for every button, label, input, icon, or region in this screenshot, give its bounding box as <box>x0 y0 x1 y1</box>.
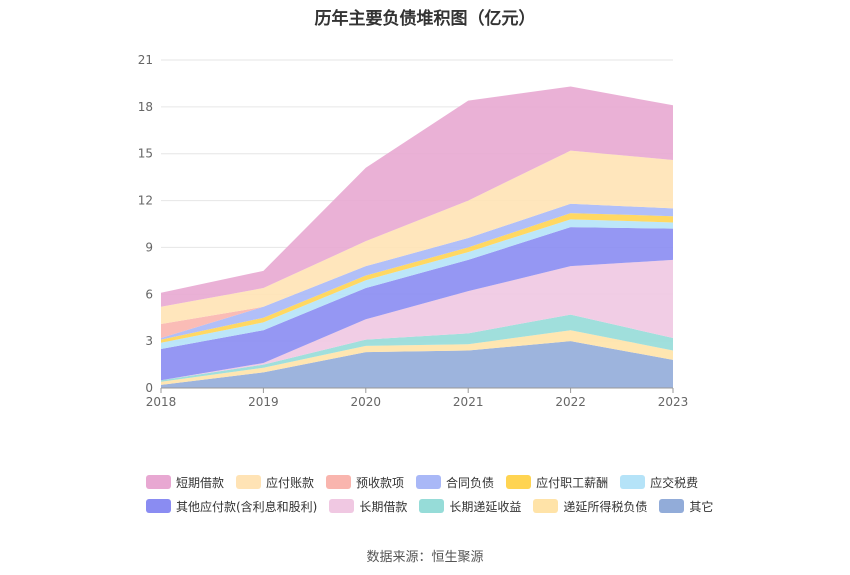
y-tick-label: 0 <box>145 381 153 395</box>
chart-legend: 短期借款 应付账款 预收款项 合同负债 应付职工薪酬 应交税费其他应付款(含利息和股利) 长… <box>146 470 746 518</box>
legend-item[interactable]: 预收款项 <box>326 474 404 491</box>
legend-item[interactable]: 其他应付款(含利息和股利) <box>146 498 317 515</box>
legend-swatch <box>146 475 171 489</box>
area-series-合同负债[interactable] <box>161 203 673 340</box>
legend-label: 短期借款 <box>176 475 225 490</box>
x-tick-label: 2023 <box>658 395 689 409</box>
legend-swatch <box>236 475 262 489</box>
legend-swatch <box>533 499 559 513</box>
legend-swatch <box>419 499 445 513</box>
legend-swatch <box>659 499 685 513</box>
legend-swatch <box>329 499 355 513</box>
legend-label: 应付账款 <box>266 475 315 490</box>
area-series-其它[interactable] <box>161 341 673 388</box>
legend-swatch <box>506 475 532 489</box>
y-tick-label: 21 <box>138 53 153 67</box>
y-tick-label: 15 <box>138 147 153 161</box>
legend-item[interactable]: 应付账款 <box>236 474 314 491</box>
legend-label: 预收款项 <box>356 475 405 490</box>
legend-swatch <box>620 475 646 489</box>
legend-swatch <box>146 499 171 513</box>
x-tick-label: 2021 <box>453 395 484 409</box>
legend-item[interactable]: 长期递延收益 <box>419 498 521 515</box>
legend-label: 递延所得税负债 <box>563 499 648 514</box>
area-series-其他应付款(含利息和股利)[interactable] <box>161 227 673 381</box>
area-series-应付职工薪酬[interactable] <box>161 213 673 343</box>
x-tick-label: 2022 <box>555 395 586 409</box>
stacked-area-chart: 0 3 6 9 12 15 18 21 2018 2019 2020 2021 2022 2023 <box>138 53 689 409</box>
area-series-应交税费[interactable] <box>161 219 673 349</box>
legend-label: 应交税费 <box>650 475 699 490</box>
legend-row: 短期借款 应付账款 预收款项 合同负债 应付职工薪酬 应交税费 <box>146 470 746 494</box>
y-tick-label: 9 <box>145 240 153 254</box>
chart-title: 历年主要负债堆积图（亿元） <box>314 9 536 29</box>
x-tick-label: 2018 <box>146 395 177 409</box>
legend-item[interactable]: 长期借款 <box>329 498 407 515</box>
legend-label: 应付职工薪酬 <box>536 475 609 490</box>
area-series-长期递延收益[interactable] <box>161 314 673 382</box>
legend-item[interactable]: 应付职工薪酬 <box>506 474 608 491</box>
y-tick-label: 18 <box>138 100 153 114</box>
legend-item[interactable]: 其它 <box>659 498 713 515</box>
legend-item[interactable]: 短期借款 <box>146 474 224 491</box>
y-tick-label: 6 <box>145 287 153 301</box>
legend-item[interactable]: 应交税费 <box>620 474 698 491</box>
legend-item[interactable]: 合同负债 <box>416 474 494 491</box>
area-series-长期借款[interactable] <box>161 259 673 381</box>
area-series-短期借款[interactable] <box>161 86 673 307</box>
y-tick-label: 3 <box>145 334 153 348</box>
legend-label: 其他应付款(含利息和股利) <box>176 499 318 514</box>
y-tick-label: 12 <box>138 194 153 208</box>
x-tick-label: 2019 <box>248 395 279 409</box>
legend-label: 合同负债 <box>446 475 495 490</box>
legend-item[interactable]: 递延所得税负债 <box>533 498 647 515</box>
data-source-note: 数据来源：恒生聚源 <box>366 550 484 565</box>
legend-label: 长期递延收益 <box>449 499 522 514</box>
legend-label: 长期借款 <box>359 499 408 514</box>
legend-swatch <box>326 475 352 489</box>
legend-row: 其他应付款(含利息和股利) 长期借款 长期递延收益 递延所得税负债 其它 <box>146 494 746 518</box>
legend-label: 其它 <box>689 499 714 514</box>
x-tick-label: 2020 <box>351 395 382 409</box>
legend-swatch <box>416 475 442 489</box>
area-series-应付账款[interactable] <box>161 150 673 324</box>
